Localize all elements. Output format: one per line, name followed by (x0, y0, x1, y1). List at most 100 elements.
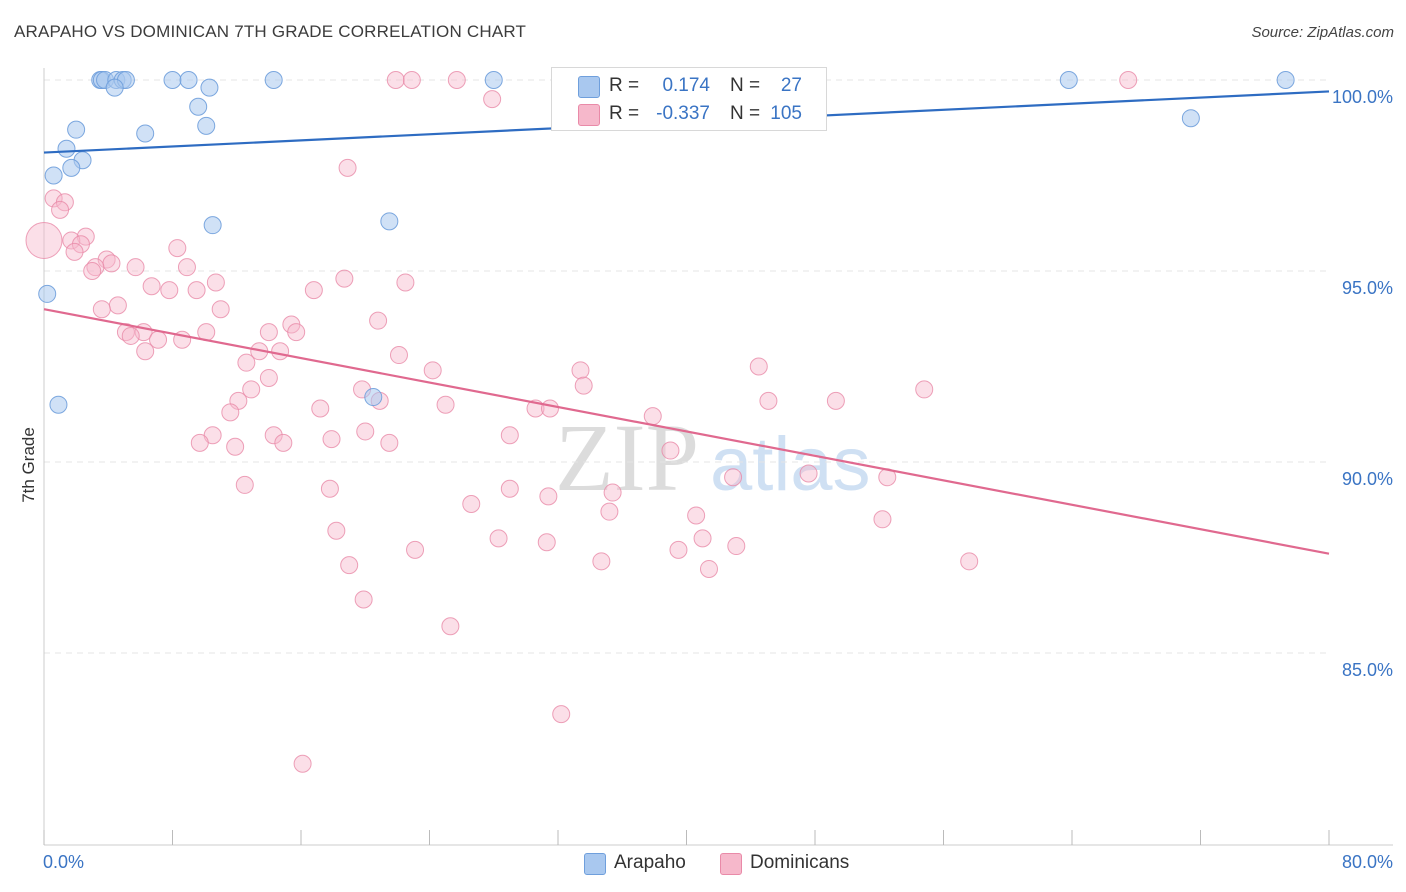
dominicans-point (108, 296, 127, 315)
dominicans-point (386, 71, 405, 89)
dominicans-point (447, 71, 466, 89)
dominicans-point (661, 441, 680, 460)
dominicans-point (83, 262, 102, 280)
legend-r-label: R = (609, 75, 640, 96)
dominicans-point (44, 189, 63, 208)
dominicans-point (340, 556, 359, 575)
x-axis-min-label: 0.0% (43, 852, 84, 872)
dominicans-point (320, 479, 339, 498)
dominicans-point (356, 422, 375, 441)
arapaho-point (44, 166, 63, 185)
legend-r-label: R = (609, 103, 640, 124)
dominicans-point (462, 495, 481, 514)
dominicans-point (873, 510, 892, 529)
dominicans-point (571, 361, 590, 380)
dominicans-point (126, 258, 145, 277)
dominicans-point (71, 235, 90, 254)
dominicans-point (187, 281, 206, 300)
arapaho-points (38, 71, 1295, 414)
dominicans-point (142, 277, 161, 296)
dominicans-point (121, 326, 140, 345)
arapaho-point (484, 71, 503, 89)
arapaho-point (67, 120, 86, 139)
dominicans-swatch (578, 104, 600, 126)
legend-n-value: 27 (780, 75, 802, 96)
dominicans-point (237, 353, 256, 372)
dominicans-legend-swatch (720, 853, 742, 875)
dominicans-point (699, 559, 718, 578)
dominicans-point (600, 502, 619, 521)
dominicans-point (369, 311, 388, 330)
correlation-legend: R = 0.174 N = 27 R = -0.337 N = 105 (551, 67, 827, 131)
y-tick-label: 100.0% (1332, 87, 1393, 107)
arapaho-point (38, 284, 57, 303)
dominicans-point (643, 407, 662, 426)
arapaho-point (189, 97, 208, 116)
legend-row-dominicans: R = -0.337 N = 105 (552, 100, 826, 130)
dominicans-point (211, 300, 230, 319)
dominicans-point (539, 487, 558, 506)
dominicans-point (826, 391, 845, 410)
dominicans-point (436, 395, 455, 414)
dominicans-trend-line (43, 308, 1330, 555)
dominicans-point (168, 239, 187, 258)
legend-r-value: -0.337 (656, 103, 710, 124)
dominicans-point (537, 533, 556, 552)
arapaho-legend-label: Arapaho (614, 852, 686, 873)
dominicans-point (500, 426, 519, 445)
dominicans-point (190, 433, 209, 452)
arapaho-point (49, 395, 68, 414)
dominicans-point (749, 357, 768, 376)
dominicans-point (304, 281, 323, 300)
dominicans-point (242, 380, 261, 399)
dominicans-point (102, 254, 121, 273)
dominicans-point (489, 529, 508, 548)
dominicans-point (311, 399, 330, 418)
legend-n-label: N = (730, 75, 761, 96)
dominicans-point (206, 273, 225, 292)
dominicans-point (274, 433, 293, 452)
dominicans-point (338, 158, 357, 177)
dominicans-point (669, 540, 688, 559)
watermark-atlas: atlas (710, 422, 871, 507)
dominicans-point (423, 361, 442, 380)
arapaho-swatch (578, 76, 600, 98)
dominicans-point (552, 705, 571, 724)
dominicans-point (335, 269, 354, 288)
y-axis-title: 7th Grade (19, 427, 38, 503)
y-tick-label: 95.0% (1342, 278, 1393, 298)
dominicans-point (235, 475, 254, 494)
dominicans-point (540, 399, 559, 418)
y-tick-labels: 85.0% 90.0% 95.0% 100.0% (1332, 87, 1393, 680)
series-legend: Arapaho Dominicans (0, 852, 1406, 878)
chart-title: ARAPAHO VS DOMINICAN 7TH GRADE CORRELATI… (14, 22, 527, 41)
arapaho-point (136, 124, 155, 143)
dominicans-points (25, 71, 1138, 773)
dominicans-point (396, 273, 415, 292)
dominicans-point (92, 300, 111, 319)
dominicans-point (799, 464, 818, 483)
dominicans-point (293, 754, 312, 773)
axes (43, 68, 1393, 846)
dominicans-point (287, 323, 306, 342)
dominicans-point (322, 430, 341, 449)
arapaho-point (197, 116, 216, 135)
dominicans-point (259, 368, 278, 387)
dominicans-point (441, 617, 460, 636)
dominicans-point (1119, 71, 1138, 89)
dominicans-legend-label: Dominicans (750, 852, 850, 873)
y-tick-label: 85.0% (1342, 660, 1393, 680)
dominicans-point (259, 323, 278, 342)
dominicans-point (354, 590, 373, 609)
arapaho-point (264, 71, 283, 89)
dominicans-point (160, 281, 179, 300)
dominicans-point (402, 71, 421, 89)
dominicans-point (592, 552, 611, 571)
arapaho-legend-swatch (584, 853, 606, 875)
dominicans-point (389, 346, 408, 365)
dominicans-point (500, 479, 519, 498)
dominicans-point (177, 258, 196, 277)
dominicans-point (62, 231, 81, 250)
legend-row-arapaho: R = 0.174 N = 27 (552, 72, 826, 102)
